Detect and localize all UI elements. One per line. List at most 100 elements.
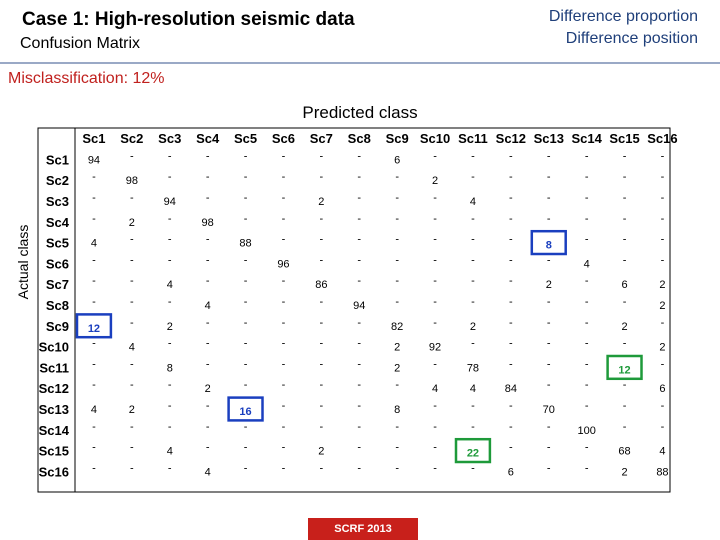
matrix-cell: - bbox=[395, 234, 399, 246]
matrix-cell: - bbox=[547, 150, 551, 162]
column-header-sc16: Sc16 bbox=[647, 131, 677, 146]
matrix-cell: - bbox=[320, 358, 324, 370]
matrix-cell: - bbox=[168, 171, 172, 183]
matrix-cell: - bbox=[168, 150, 172, 162]
matrix-cell: - bbox=[547, 192, 551, 204]
matrix-cell: - bbox=[206, 338, 210, 350]
matrix-cell: - bbox=[623, 234, 627, 246]
matrix-cell: 98 bbox=[202, 217, 214, 229]
highlighted-cell: 16 bbox=[239, 406, 251, 418]
column-header-sc2: Sc2 bbox=[120, 131, 143, 146]
matrix-cell: - bbox=[206, 358, 210, 370]
matrix-cell: - bbox=[623, 421, 627, 433]
matrix-cell: - bbox=[320, 213, 324, 225]
matrix-cell: - bbox=[206, 421, 210, 433]
matrix-cell: - bbox=[206, 400, 210, 412]
matrix-cell: - bbox=[433, 234, 437, 246]
matrix-cell: - bbox=[471, 171, 475, 183]
matrix-cell: - bbox=[282, 317, 286, 329]
matrix-cell: - bbox=[357, 317, 361, 329]
matrix-cell: - bbox=[547, 421, 551, 433]
matrix-cell: - bbox=[92, 379, 96, 391]
matrix-cell: - bbox=[130, 317, 134, 329]
matrix-cell: - bbox=[433, 400, 437, 412]
matrix-cell: 2 bbox=[432, 175, 438, 187]
matrix-cell: - bbox=[471, 296, 475, 308]
matrix-cell: - bbox=[92, 213, 96, 225]
matrix-cell: - bbox=[585, 400, 589, 412]
matrix-cell: - bbox=[585, 234, 589, 246]
matrix-cell: - bbox=[661, 150, 665, 162]
matrix-cell: - bbox=[320, 379, 324, 391]
matrix-cell: - bbox=[92, 421, 96, 433]
matrix-cell: - bbox=[547, 317, 551, 329]
matrix-cell: - bbox=[585, 317, 589, 329]
matrix-cell: - bbox=[282, 400, 286, 412]
matrix-cell: - bbox=[433, 296, 437, 308]
matrix-cell: - bbox=[168, 213, 172, 225]
matrix-cell: - bbox=[168, 462, 172, 474]
matrix-cell: - bbox=[168, 254, 172, 266]
matrix-cell: - bbox=[282, 150, 286, 162]
row-header-sc8: Sc8 bbox=[46, 298, 69, 313]
matrix-cell: - bbox=[623, 192, 627, 204]
matrix-cell: 4 bbox=[584, 258, 590, 270]
matrix-cell: - bbox=[244, 171, 248, 183]
matrix-cell: - bbox=[357, 379, 361, 391]
matrix-cell: - bbox=[471, 150, 475, 162]
matrix-cell: - bbox=[471, 234, 475, 246]
matrix-cell: - bbox=[471, 462, 475, 474]
matrix-cell: 2 bbox=[546, 279, 552, 291]
matrix-cell: - bbox=[206, 192, 210, 204]
matrix-cell: - bbox=[244, 317, 248, 329]
matrix-cell: - bbox=[130, 442, 134, 454]
matrix-cell: - bbox=[92, 358, 96, 370]
matrix-cell: - bbox=[585, 358, 589, 370]
matrix-cell: 2 bbox=[470, 321, 476, 333]
matrix-cell: - bbox=[433, 213, 437, 225]
column-header-sc14: Sc14 bbox=[571, 131, 602, 146]
matrix-cell: - bbox=[320, 462, 324, 474]
matrix-cell: - bbox=[282, 421, 286, 433]
matrix-cell: - bbox=[623, 379, 627, 391]
matrix-cell: 100 bbox=[577, 425, 595, 437]
matrix-cell: 6 bbox=[508, 466, 514, 478]
matrix-cell: - bbox=[320, 254, 324, 266]
matrix-cell: 94 bbox=[88, 154, 100, 166]
highlighted-cell: 8 bbox=[546, 240, 552, 252]
matrix-cell: - bbox=[130, 192, 134, 204]
matrix-cell: - bbox=[623, 171, 627, 183]
matrix-cell: - bbox=[282, 379, 286, 391]
matrix-cell: - bbox=[585, 213, 589, 225]
matrix-cell: - bbox=[661, 213, 665, 225]
matrix-cell: 4 bbox=[91, 404, 97, 416]
matrix-cell: - bbox=[92, 192, 96, 204]
matrix-cell: - bbox=[357, 442, 361, 454]
matrix-cell: 88 bbox=[239, 238, 251, 250]
matrix-cell: - bbox=[661, 254, 665, 266]
matrix-cell: - bbox=[471, 213, 475, 225]
column-header-sc12: Sc12 bbox=[496, 131, 526, 146]
matrix-cell: - bbox=[168, 421, 172, 433]
matrix-cell: - bbox=[623, 400, 627, 412]
matrix-cell: - bbox=[92, 171, 96, 183]
matrix-cell: - bbox=[130, 275, 134, 287]
highlighted-cell: 22 bbox=[467, 448, 479, 460]
matrix-cell: 8 bbox=[167, 362, 173, 374]
matrix-cell: - bbox=[547, 358, 551, 370]
matrix-cell: 4 bbox=[91, 238, 97, 250]
matrix-cell: - bbox=[130, 462, 134, 474]
matrix-cell: - bbox=[282, 296, 286, 308]
matrix-cell: - bbox=[244, 421, 248, 433]
matrix-cell: - bbox=[320, 317, 324, 329]
matrix-cell: - bbox=[282, 213, 286, 225]
matrix-cell: - bbox=[585, 296, 589, 308]
matrix-cell: - bbox=[206, 171, 210, 183]
matrix-cell: - bbox=[509, 192, 513, 204]
matrix-cell: - bbox=[585, 338, 589, 350]
matrix-cell: 4 bbox=[167, 279, 173, 291]
matrix-cell: - bbox=[244, 213, 248, 225]
matrix-cell: - bbox=[433, 462, 437, 474]
matrix-cell: - bbox=[320, 296, 324, 308]
row-header-sc7: Sc7 bbox=[46, 277, 69, 292]
